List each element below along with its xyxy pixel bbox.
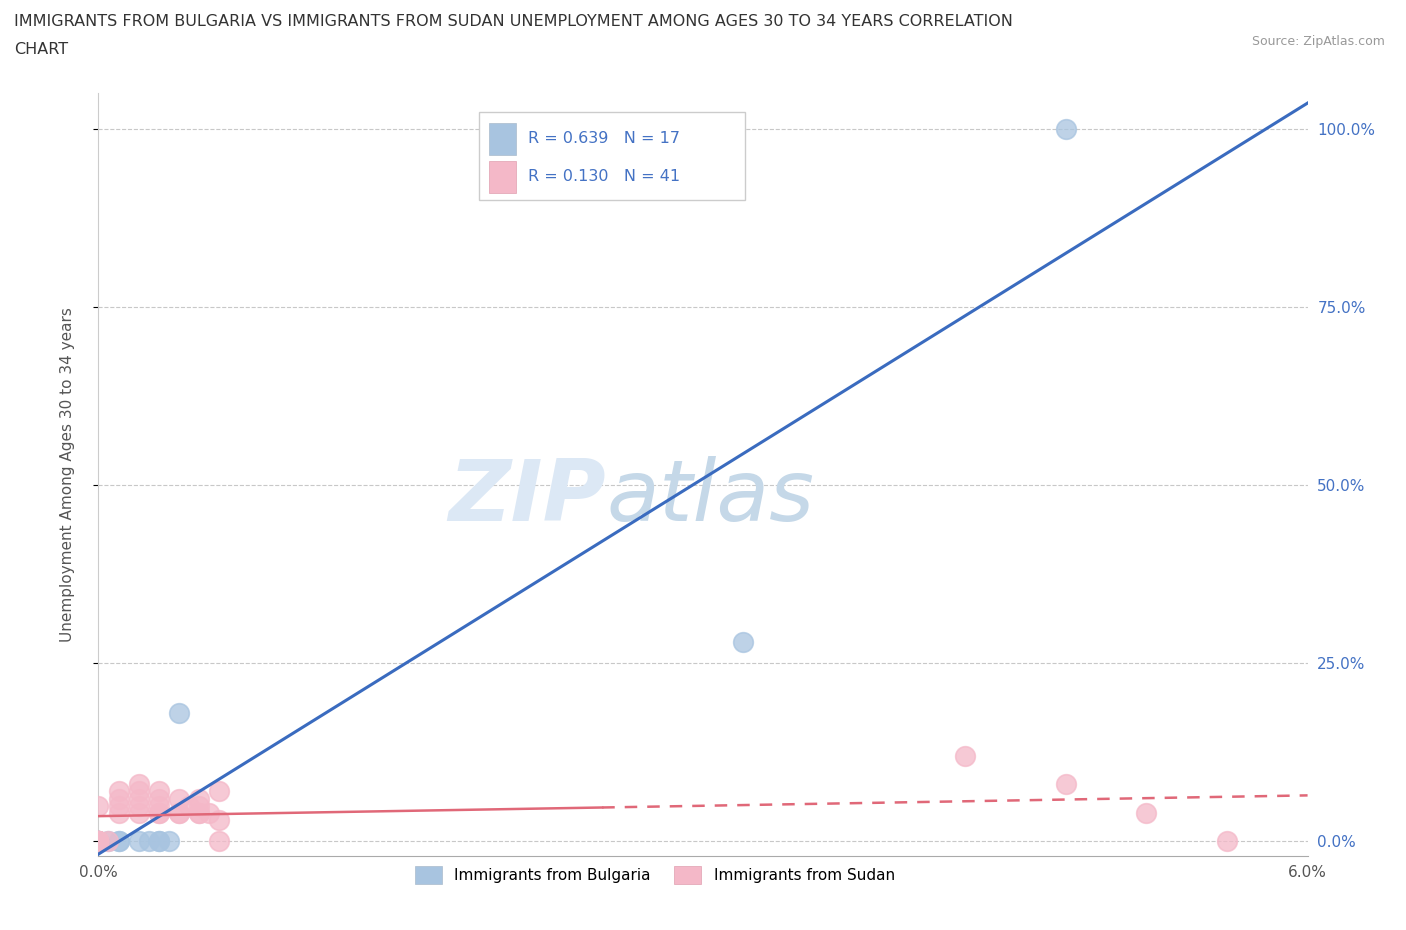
Point xyxy=(148,805,170,820)
Point xyxy=(87,834,110,849)
Point xyxy=(87,834,110,849)
Point xyxy=(148,805,170,820)
Point xyxy=(87,834,110,849)
Text: ZIP: ZIP xyxy=(449,456,606,538)
Point xyxy=(107,784,129,799)
Point xyxy=(167,805,190,820)
Point xyxy=(167,706,190,721)
Point xyxy=(128,834,150,849)
Text: R = 0.639   N = 17: R = 0.639 N = 17 xyxy=(527,131,679,146)
Point xyxy=(188,798,211,813)
Point xyxy=(87,834,110,849)
Point xyxy=(188,805,211,820)
Point xyxy=(87,834,110,849)
Point xyxy=(87,798,110,813)
Text: CHART: CHART xyxy=(14,42,67,57)
Point xyxy=(148,798,170,813)
Point xyxy=(138,834,160,849)
Point xyxy=(167,805,190,820)
Point xyxy=(97,834,120,849)
Bar xyxy=(489,123,516,154)
Point xyxy=(128,784,150,799)
Point xyxy=(148,834,170,849)
Point xyxy=(167,791,190,806)
Point xyxy=(1135,805,1157,820)
Point xyxy=(188,805,211,820)
Point xyxy=(87,834,110,849)
Point xyxy=(107,791,129,806)
Point xyxy=(148,834,170,849)
Point xyxy=(107,834,129,849)
Point xyxy=(107,798,129,813)
Point xyxy=(107,834,129,849)
Point xyxy=(953,749,976,764)
Point xyxy=(179,798,201,813)
Bar xyxy=(489,161,516,193)
Point xyxy=(1054,121,1077,136)
Point xyxy=(87,834,110,849)
Text: IMMIGRANTS FROM BULGARIA VS IMMIGRANTS FROM SUDAN UNEMPLOYMENT AMONG AGES 30 TO : IMMIGRANTS FROM BULGARIA VS IMMIGRANTS F… xyxy=(14,14,1012,29)
Point xyxy=(87,834,110,849)
Point xyxy=(128,798,150,813)
Point xyxy=(148,791,170,806)
Legend: Immigrants from Bulgaria, Immigrants from Sudan: Immigrants from Bulgaria, Immigrants fro… xyxy=(409,860,901,890)
Point xyxy=(198,805,221,820)
Point xyxy=(87,834,110,849)
Point xyxy=(87,834,110,849)
Point xyxy=(107,805,129,820)
Point xyxy=(208,784,231,799)
Text: Source: ZipAtlas.com: Source: ZipAtlas.com xyxy=(1251,35,1385,48)
Point xyxy=(1216,834,1239,849)
Point xyxy=(157,834,180,849)
Text: R = 0.130   N = 41: R = 0.130 N = 41 xyxy=(527,169,679,184)
Point xyxy=(128,777,150,791)
Point xyxy=(87,834,110,849)
Point xyxy=(733,634,755,649)
Point xyxy=(1054,777,1077,791)
Y-axis label: Unemployment Among Ages 30 to 34 years: Unemployment Among Ages 30 to 34 years xyxy=(60,307,75,642)
Point xyxy=(128,805,150,820)
Point xyxy=(148,784,170,799)
Point xyxy=(87,834,110,849)
Point xyxy=(97,834,120,849)
Point xyxy=(128,791,150,806)
FancyBboxPatch shape xyxy=(479,113,745,200)
Point xyxy=(208,834,231,849)
Point xyxy=(87,834,110,849)
Point xyxy=(87,834,110,849)
Point xyxy=(188,791,211,806)
Text: atlas: atlas xyxy=(606,456,814,538)
Point xyxy=(87,834,110,849)
Point xyxy=(208,813,231,828)
